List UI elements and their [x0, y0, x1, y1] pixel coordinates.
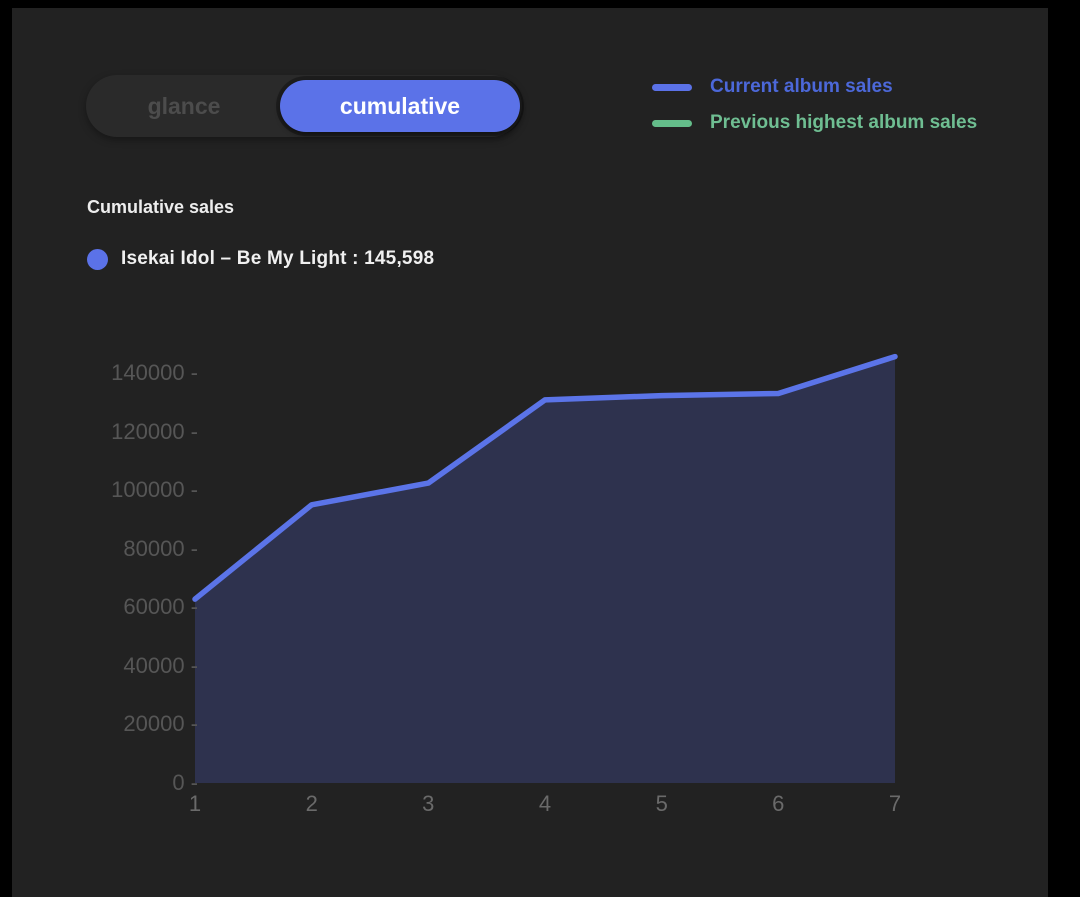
chart-legend: Current album sales Previous highest alb…: [652, 76, 977, 134]
x-tick-label: 6: [772, 791, 785, 816]
toggle-option-cumulative[interactable]: cumulative: [280, 80, 520, 132]
y-tick-label: 80000 -: [123, 535, 198, 561]
album-summary-label: Isekai Idol – Be My Light : 145,598: [121, 248, 435, 269]
y-tick-label: 120000 -: [111, 418, 198, 444]
legend-item-current: Current album sales: [652, 76, 977, 98]
y-tick-label: 0 -: [172, 770, 198, 795]
y-tick-label: 20000 -: [123, 711, 198, 737]
previous-sales-swatch-icon: [652, 119, 692, 127]
x-tick-label: 5: [655, 791, 668, 816]
legend-item-label: Previous highest album sales: [710, 112, 978, 133]
x-tick-label: 7: [888, 791, 902, 816]
y-tick-label: 140000 -: [111, 360, 198, 385]
view-toggle: glance cumulative: [86, 75, 522, 137]
area-fill: [195, 356, 895, 783]
toggle-option-glance[interactable]: glance: [86, 75, 282, 137]
y-tick-label: 100000 -: [111, 477, 198, 503]
y-tick-label: 60000 -: [123, 594, 198, 620]
legend-item-label: Current album sales: [710, 76, 893, 97]
x-tick-label: 4: [538, 791, 552, 816]
series-dot-icon: [87, 248, 108, 270]
sales-line: [192, 353, 898, 602]
x-tick-label: 1: [188, 791, 202, 816]
current-sales-swatch-icon: [652, 83, 692, 91]
x-tick-label: 3: [422, 791, 435, 816]
x-tick-label: 2: [305, 791, 318, 816]
section-title: Cumulative sales: [87, 197, 235, 217]
legend-item-previous: Previous highest album sales: [652, 112, 977, 134]
y-tick-label: 40000 -: [123, 652, 198, 678]
album-summary: Isekai Idol – Be My Light : 145,598: [87, 248, 434, 270]
